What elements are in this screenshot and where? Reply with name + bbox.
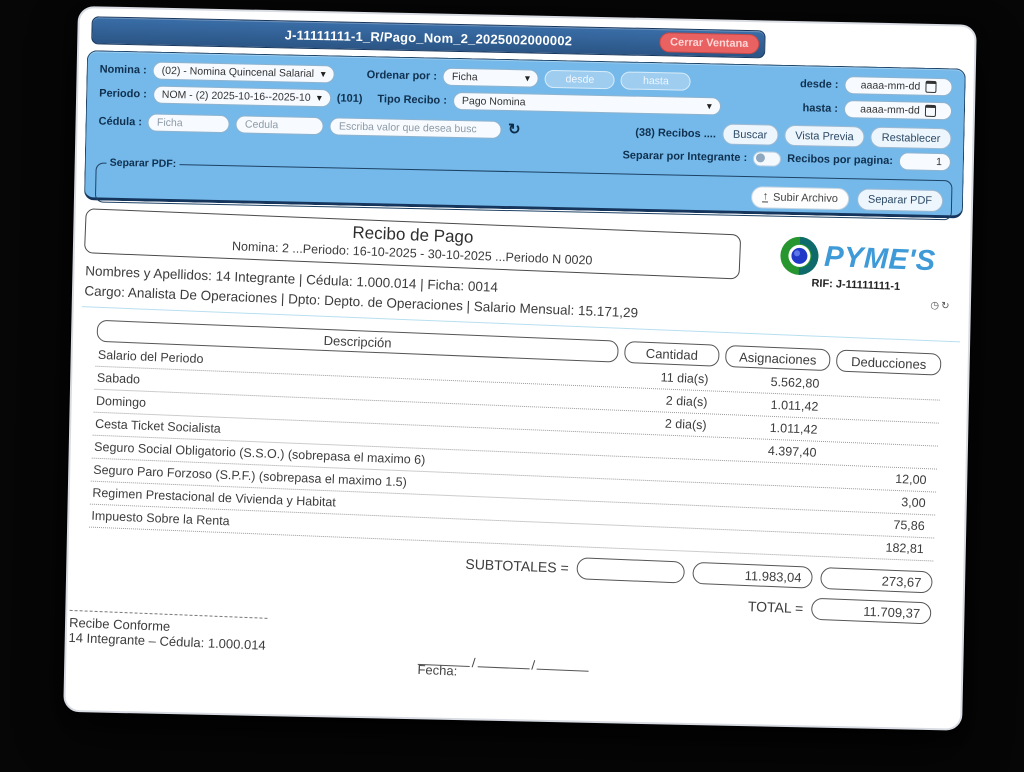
desde-date-label: desde : <box>799 78 839 91</box>
calendar-icon <box>925 80 937 93</box>
cedula-label: Cédula : <box>98 114 143 128</box>
chevron-down-icon: ▾ <box>316 92 322 104</box>
app-window: J-11111111-1_R/Pago_Nom_2_2025002000002 … <box>63 6 977 731</box>
column-header-asignaciones: Asignaciones <box>724 345 831 372</box>
chevron-down-icon: ▾ <box>320 68 326 80</box>
subir-archivo-button[interactable]: ↑ Subir Archivo <box>751 186 850 211</box>
calendar-icon <box>924 104 936 117</box>
subtotal-cantidad-box <box>576 557 686 584</box>
company-logo-block: PYME'S RIF: J-11111111-1 ◷↻ <box>752 233 960 312</box>
ordenar-label: Ordenar por : <box>366 69 438 83</box>
cedula-input[interactable]: Cedula <box>235 114 325 135</box>
hasta-date-label: hasta : <box>802 102 839 115</box>
pymes-logo-icon <box>780 236 819 275</box>
separar-integrante-label: Separar por Integrante : <box>622 149 748 165</box>
receipt-document: Recibo de Pago Nomina: 2 ...Periodo: 16-… <box>66 208 962 731</box>
total-value-box: 11.709,37 <box>810 597 932 625</box>
ordenar-select[interactable]: Ficha ▾ <box>442 67 540 88</box>
periodo-count: (101) <box>336 92 363 105</box>
recibos-count: (38) Recibos .... <box>635 126 717 140</box>
hasta-date-input[interactable]: aaaa-mm-dd <box>843 100 953 121</box>
window-title: J-11111111-1_R/Pago_Nom_2_2025002000002 <box>284 26 573 48</box>
chevron-down-icon: ▾ <box>524 72 531 84</box>
search-value-input[interactable]: Escriba valor que desea busc <box>329 116 503 139</box>
vista-previa-button[interactable]: Vista Previa <box>784 124 865 148</box>
column-header-deducciones: Deducciones <box>835 349 942 376</box>
subtotales-label: SUBTOTALES = <box>465 555 570 576</box>
refresh-icon[interactable]: ↻ <box>507 121 521 139</box>
nomina-select[interactable]: (02) - Nomina Quincenal Salarial ▾ <box>152 61 335 84</box>
hasta-button[interactable]: hasta <box>620 71 692 91</box>
chevron-down-icon: ▾ <box>706 100 712 112</box>
desde-button[interactable]: desde <box>544 69 616 90</box>
recibos-pagina-input[interactable]: 1 <box>898 152 952 172</box>
subtotal-asignaciones-box: 11.983,04 <box>692 561 813 589</box>
toggle-knob <box>756 153 766 163</box>
periodo-select[interactable]: NOM - (2) 2025-10-16--2025-10 ▾ <box>152 85 331 108</box>
recibos-pagina-label: Recibos por pagina: <box>787 152 894 168</box>
nomina-label: Nomina : <box>99 63 147 77</box>
tipo-recibo-label: Tipo Recibo : <box>377 93 448 107</box>
upload-icon: ↑ <box>762 190 769 203</box>
subtotal-deducciones-box: 273,67 <box>820 567 933 594</box>
desde-date-input[interactable]: aaaa-mm-dd <box>844 76 953 97</box>
buscar-button[interactable]: Buscar <box>721 123 779 146</box>
separar-integrante-toggle[interactable] <box>753 150 782 167</box>
receipt-table: Descripción Cantidad Asignaciones Deducc… <box>88 319 942 562</box>
fecha-label: Fecha: <box>417 661 458 679</box>
close-window-button[interactable]: Cerrar Ventana <box>658 32 760 55</box>
total-label: TOTAL = <box>747 598 804 617</box>
periodo-label: Periodo : <box>99 87 147 101</box>
ficha-input[interactable]: Ficha <box>147 112 231 133</box>
pymes-logo-text: PYME'S <box>823 240 937 277</box>
receipt-footer: Recibe Conforme 14 Integrante – Cédula: … <box>66 604 944 731</box>
column-header-cantidad: Cantidad <box>623 340 720 367</box>
restablecer-button[interactable]: Restablecer <box>870 126 952 150</box>
clock-icon[interactable]: ◷ <box>930 300 942 312</box>
separar-pdf-legend: Separar PDF: <box>109 156 177 171</box>
reload-icon[interactable]: ↻ <box>940 300 952 313</box>
separar-pdf-button[interactable]: Separar PDF <box>856 188 944 213</box>
filter-panel: Nomina : (02) - Nomina Quincenal Salaria… <box>83 50 966 221</box>
